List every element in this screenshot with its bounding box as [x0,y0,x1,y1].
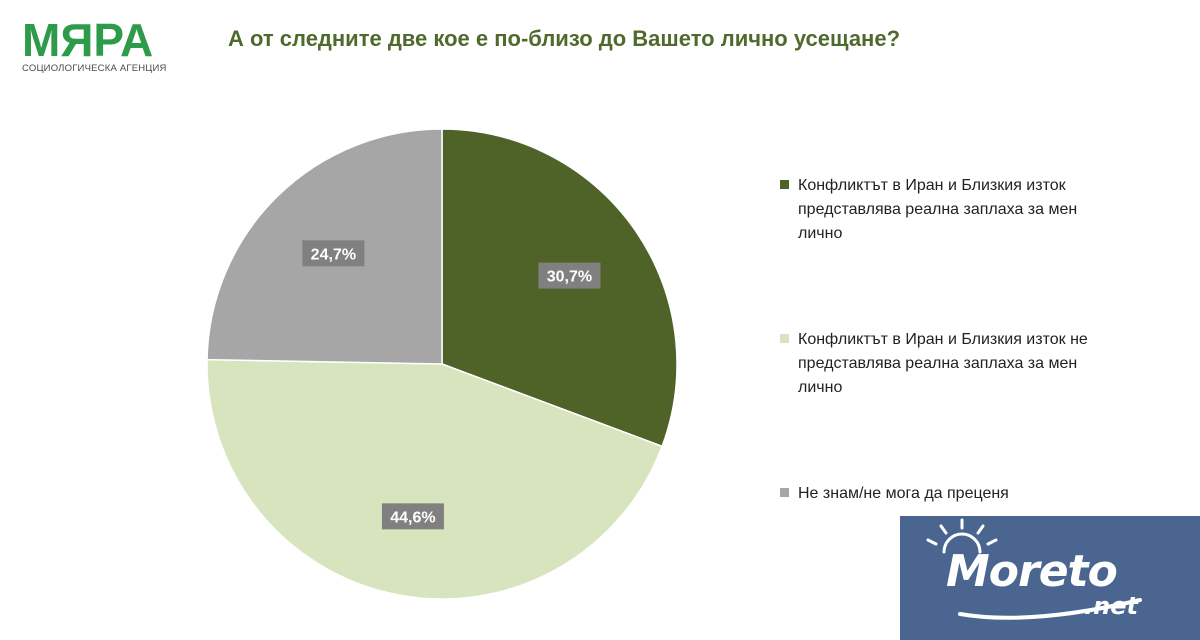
logo-subtitle: СОЦИОЛОГИЧЕСКА АГЕНЦИЯ [22,63,167,74]
moreto-watermark: Moreto .net [900,516,1200,640]
legend-swatch-threat [780,180,789,189]
slice-no-threat [206,358,664,600]
data-label-threat: 30,7% [538,262,601,289]
logo-wordmark: МЯРА [22,14,154,66]
chart-title: А от следните две кое е по-близо до Ваше… [228,26,901,51]
data-label-threat-box [538,262,601,289]
data-label-no-threat-box [381,503,444,530]
watermark-text: Moreto [946,546,1118,597]
brand-logo: МЯРА СОЦИОЛОГИЧЕСКА АГЕНЦИЯ [22,14,172,74]
data-label-dont-know-text: 24,7% [311,246,356,263]
data-label-no-threat: 44,6% [381,503,444,530]
data-label-threat-text: 30,7% [547,269,592,286]
data-label-dont-know: 24,7% [302,240,365,267]
watermark-suffix: .net [1084,592,1138,620]
legend-swatch-dont-know [780,488,789,497]
data-label-no-threat-text: 44,6% [390,509,435,526]
legend-label-no-threat: Конфликтът в Иран и Близкия изток не пре… [798,331,1088,396]
legend-label-dont-know: Не знам/не мога да преценя [798,485,1009,502]
legend-swatch-no-threat [780,334,789,343]
sun-icon [926,518,1142,620]
legend-label-threat: Конфликтът в Иран и Близкия изток предст… [798,177,1078,242]
data-label-dont-know-box [302,240,365,267]
